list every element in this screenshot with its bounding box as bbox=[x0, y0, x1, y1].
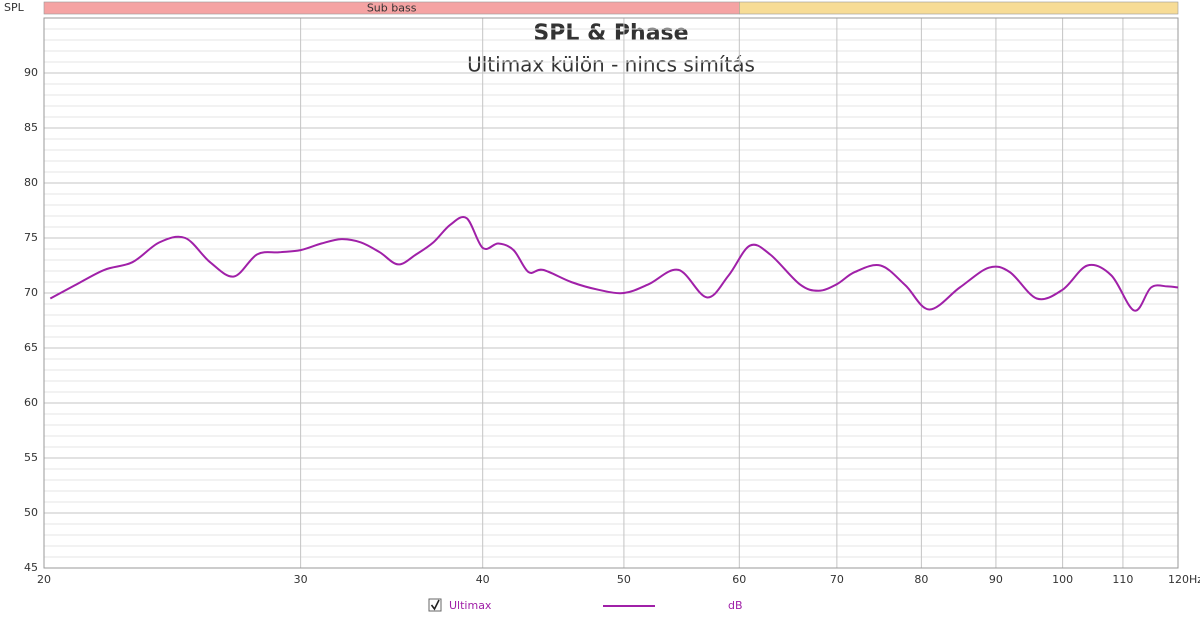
checkbox-tick bbox=[430, 599, 440, 611]
x-tick-label: 90 bbox=[989, 573, 1003, 586]
series-line bbox=[49, 216, 1179, 312]
y-tick-label: 60 bbox=[24, 396, 38, 409]
x-tick-label: 50 bbox=[617, 573, 631, 586]
plot-frame bbox=[43, 17, 1179, 569]
y-tick-label: 50 bbox=[24, 506, 38, 519]
band-label: Sub bass bbox=[367, 2, 417, 15]
y-tick-label: 70 bbox=[24, 286, 38, 299]
y-tick-label: 75 bbox=[24, 231, 38, 244]
x-tick-label: 30 bbox=[294, 573, 308, 586]
chart-title: SPL & Phase bbox=[533, 21, 688, 46]
y-tick-label: 65 bbox=[24, 341, 38, 354]
legend-label: Ultimax bbox=[449, 599, 492, 612]
x-tick-label: 70 bbox=[830, 573, 844, 586]
y-tick-label: 85 bbox=[24, 121, 38, 134]
x-tick-label: 20 bbox=[37, 573, 51, 586]
legend-unit: dB bbox=[728, 599, 743, 612]
x-tick-label: 60 bbox=[732, 573, 746, 586]
y-tick-label: 90 bbox=[24, 66, 38, 79]
x-tick-label: 100 bbox=[1052, 573, 1073, 586]
y-axis-label: SPL bbox=[4, 1, 25, 14]
y-tick-label: 55 bbox=[24, 451, 38, 464]
x-tick-label: 120Hz bbox=[1168, 573, 1200, 586]
x-tick-label: 110 bbox=[1112, 573, 1133, 586]
y-tick-label: 80 bbox=[24, 176, 38, 189]
x-tick-label: 40 bbox=[476, 573, 490, 586]
band bbox=[739, 1, 1179, 15]
x-tick-label: 80 bbox=[914, 573, 928, 586]
y-tick-label: 45 bbox=[24, 561, 38, 574]
